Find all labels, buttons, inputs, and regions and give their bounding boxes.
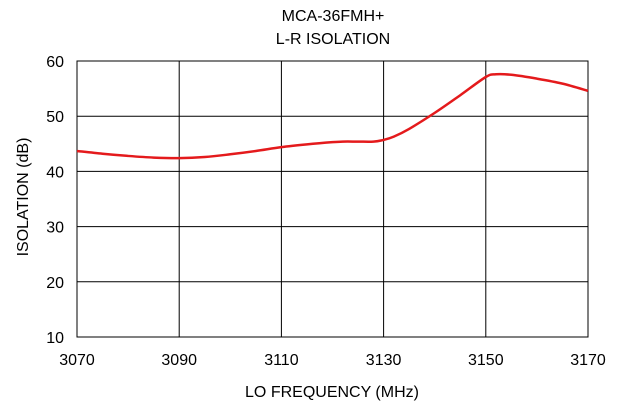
chart-subtitle: L-R ISOLATION bbox=[276, 31, 390, 48]
grid bbox=[76, 60, 589, 338]
y-tick-label: 30 bbox=[46, 220, 64, 237]
x-tick-label: 3070 bbox=[59, 352, 95, 369]
y-tick-label: 10 bbox=[46, 330, 64, 347]
isolation-series-line bbox=[76, 72, 589, 160]
x-axis-label: LO FREQUENCY (MHz) bbox=[245, 384, 419, 401]
y-tick-label: 60 bbox=[46, 54, 64, 71]
y-tick-labels: 10 20 30 40 50 60 bbox=[46, 54, 64, 347]
plot-frame bbox=[76, 60, 589, 338]
series-layer bbox=[76, 72, 589, 160]
y-tick-label: 20 bbox=[46, 275, 64, 292]
x-tick-label: 3130 bbox=[366, 352, 402, 369]
y-tick-label: 40 bbox=[46, 164, 64, 181]
x-tick-label: 3150 bbox=[468, 352, 504, 369]
chart-title: MCA-36FMH+ bbox=[282, 8, 385, 25]
x-tick-label: 3170 bbox=[570, 352, 606, 369]
x-tick-labels: 3070 3090 3110 3130 3150 3170 bbox=[59, 352, 606, 369]
x-tick-label: 3090 bbox=[161, 352, 197, 369]
y-axis-label: ISOLATION (dB) bbox=[15, 138, 32, 257]
x-tick-label: 3110 bbox=[264, 352, 299, 369]
y-tick-label: 50 bbox=[46, 109, 64, 126]
